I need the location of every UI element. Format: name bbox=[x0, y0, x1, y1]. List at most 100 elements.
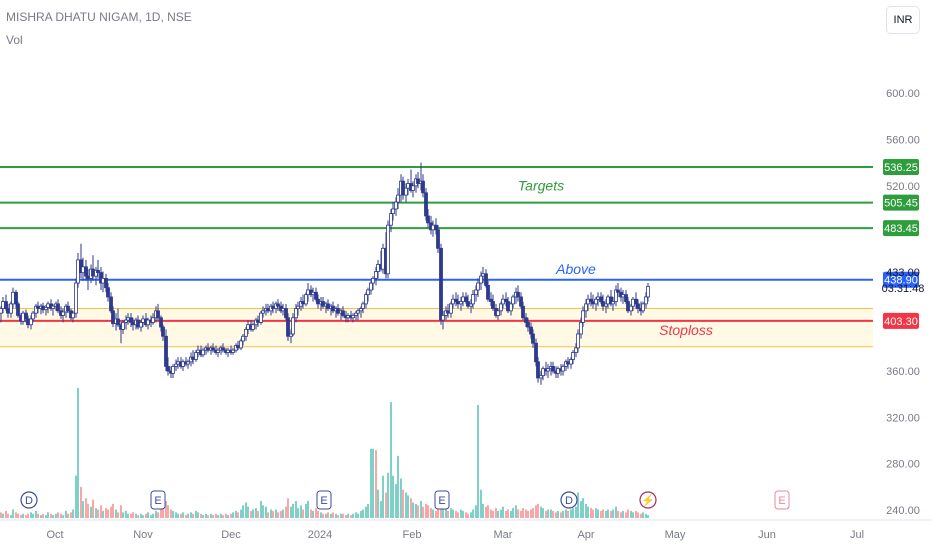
candle-up[interactable] bbox=[511, 294, 515, 309]
earnings-marker-icon[interactable] bbox=[316, 490, 332, 510]
candle-up[interactable] bbox=[471, 289, 475, 309]
candle-up[interactable] bbox=[611, 296, 615, 311]
candle-up[interactable] bbox=[186, 359, 190, 369]
candle-down[interactable] bbox=[536, 357, 540, 383]
candle-up[interactable] bbox=[216, 347, 220, 358]
candle-down[interactable] bbox=[439, 243, 443, 325]
candle-up[interactable] bbox=[561, 364, 565, 376]
candle-down[interactable] bbox=[111, 306, 115, 328]
candle-down[interactable] bbox=[106, 283, 110, 302]
candle-up[interactable] bbox=[371, 276, 375, 290]
candle-up[interactable] bbox=[51, 303, 55, 316]
candle-down[interactable] bbox=[531, 329, 535, 348]
candle-up[interactable] bbox=[576, 329, 580, 353]
candle-down[interactable] bbox=[521, 301, 525, 321]
candle-up[interactable] bbox=[386, 220, 390, 279]
candle-down[interactable] bbox=[66, 301, 70, 314]
candle-down[interactable] bbox=[166, 357, 170, 376]
plot-area[interactable] bbox=[0, 0, 873, 520]
candle-up[interactable] bbox=[296, 301, 300, 316]
candle-up[interactable] bbox=[74, 278, 78, 318]
candle-up[interactable] bbox=[411, 181, 415, 198]
candle-up[interactable] bbox=[251, 322, 255, 332]
candle-down[interactable] bbox=[221, 343, 225, 353]
candle-up[interactable] bbox=[571, 350, 575, 365]
candle-up[interactable] bbox=[476, 278, 480, 297]
candle-up[interactable] bbox=[366, 287, 370, 302]
candle-up[interactable] bbox=[546, 364, 550, 378]
annotation-target[interactable]: Targets bbox=[518, 177, 564, 193]
candle-down[interactable] bbox=[436, 225, 440, 253]
price-level-badge[interactable] bbox=[883, 312, 919, 329]
price-level-badge[interactable] bbox=[883, 271, 919, 288]
candle-down[interactable] bbox=[164, 329, 168, 372]
candle-down[interactable] bbox=[491, 294, 495, 311]
candle-up[interactable] bbox=[61, 308, 65, 323]
candle-up[interactable] bbox=[646, 283, 650, 302]
candle-down[interactable] bbox=[116, 308, 120, 328]
candle-down[interactable] bbox=[424, 188, 428, 221]
candle-down[interactable] bbox=[421, 174, 425, 198]
candle-down[interactable] bbox=[14, 289, 18, 309]
candle-down[interactable] bbox=[341, 306, 345, 318]
price-level-badge[interactable] bbox=[883, 159, 919, 176]
candle-up[interactable] bbox=[396, 188, 400, 209]
candle-up[interactable] bbox=[201, 347, 205, 358]
candle-down[interactable] bbox=[534, 338, 538, 367]
annotation-stop[interactable]: Stoploss bbox=[659, 322, 713, 338]
dividend-marker-icon[interactable] bbox=[560, 491, 578, 509]
candle-down[interactable] bbox=[616, 283, 620, 297]
volume-legend[interactable]: Vol bbox=[6, 33, 23, 47]
candle-up[interactable] bbox=[356, 308, 360, 321]
candle-down[interactable] bbox=[526, 317, 530, 332]
candle-up[interactable] bbox=[496, 308, 500, 321]
candle-up[interactable] bbox=[579, 317, 583, 339]
candle-up[interactable] bbox=[31, 310, 35, 323]
candle-down[interactable] bbox=[486, 280, 490, 302]
candle-up[interactable] bbox=[241, 333, 245, 346]
candle-up[interactable] bbox=[121, 320, 125, 334]
price-level-badge[interactable] bbox=[883, 220, 919, 237]
candle-down[interactable] bbox=[56, 299, 60, 314]
candle-down[interactable] bbox=[161, 324, 165, 341]
earnings-marker-icon[interactable] bbox=[774, 490, 790, 510]
candle-down[interactable] bbox=[159, 315, 163, 332]
symbol-title[interactable]: MISHRA DHATU NIGAM, 1D, NSE bbox=[6, 10, 192, 24]
candle-down[interactable] bbox=[276, 299, 280, 311]
candle-down[interactable] bbox=[109, 292, 113, 314]
candle-up[interactable] bbox=[9, 301, 13, 318]
candle-up[interactable] bbox=[291, 313, 295, 337]
candle-up[interactable] bbox=[171, 364, 175, 378]
dividend-marker-icon[interactable] bbox=[20, 491, 38, 509]
candle-down[interactable] bbox=[211, 343, 215, 353]
candle-up[interactable] bbox=[71, 310, 75, 323]
candle-up[interactable] bbox=[441, 310, 445, 330]
candle-down[interactable] bbox=[516, 285, 520, 302]
earnings-marker-icon[interactable] bbox=[434, 490, 450, 510]
candle-down[interactable] bbox=[636, 299, 640, 314]
candle-down[interactable] bbox=[286, 313, 290, 341]
candle-up[interactable] bbox=[581, 306, 585, 328]
candle-down[interactable] bbox=[551, 361, 555, 374]
candle-down[interactable] bbox=[16, 301, 20, 318]
candle-up[interactable] bbox=[381, 243, 385, 274]
price-axis[interactable] bbox=[873, 0, 932, 520]
candle-up[interactable] bbox=[231, 347, 235, 355]
candle-up[interactable] bbox=[361, 301, 365, 314]
candle-up[interactable] bbox=[541, 366, 545, 381]
candle-up[interactable] bbox=[391, 202, 395, 221]
currency-button[interactable]: INR bbox=[886, 6, 920, 34]
earnings-marker-icon[interactable] bbox=[150, 490, 166, 510]
price-level-badge[interactable] bbox=[883, 194, 919, 211]
split-marker-icon[interactable] bbox=[639, 491, 657, 509]
candle-down[interactable] bbox=[426, 208, 430, 228]
candle-down[interactable] bbox=[96, 259, 100, 279]
candle-up[interactable] bbox=[351, 313, 355, 323]
candle-up[interactable] bbox=[449, 301, 453, 318]
candle-down[interactable] bbox=[156, 303, 160, 321]
annotation-entry[interactable]: Above bbox=[555, 261, 596, 277]
candle-down[interactable] bbox=[484, 269, 488, 288]
candle-up[interactable] bbox=[261, 306, 265, 318]
candle-up[interactable] bbox=[641, 301, 645, 314]
